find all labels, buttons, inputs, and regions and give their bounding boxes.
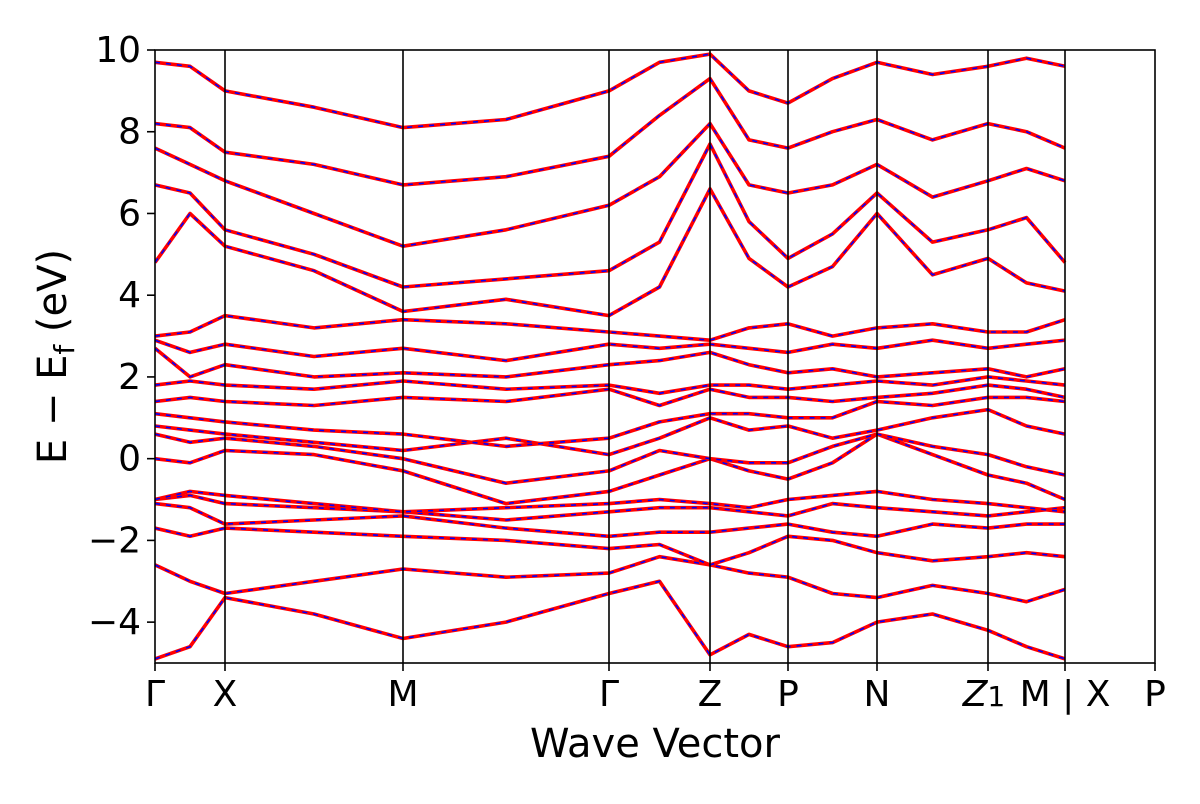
- band-0-dashed-line: [155, 580, 1066, 660]
- x-tick-label-0: Γ: [145, 674, 165, 715]
- y-axis-title-unit: (eV): [30, 249, 76, 345]
- x-ticks: Γ X M Γ Z P N Z1 M | X P: [145, 663, 1166, 715]
- y-tick-label-1: 8: [118, 112, 141, 153]
- x-tick-label-1: X: [213, 674, 238, 715]
- x-tick-label-8: M | X: [1020, 674, 1111, 715]
- y-tick-label-2: 6: [118, 193, 141, 234]
- y-axis-title-sub: f: [48, 344, 81, 355]
- x-tick-label-7: Z1: [962, 674, 1006, 715]
- band-19-line: [155, 52, 1066, 130]
- bands-layer: [155, 52, 1067, 661]
- y-tick-label-6: −2: [88, 520, 141, 561]
- x-tick-label-2: M: [387, 674, 418, 715]
- y-tick-label-0: 10: [95, 30, 141, 71]
- y-ticks: 10 8 6 4 2 0 −2 −4: [88, 30, 155, 643]
- band-15-dashed-line: [155, 187, 1066, 317]
- band-6-dashed-line: [155, 433, 1066, 505]
- x-tick-label-6: N: [864, 674, 891, 715]
- y-tick-label-4: 2: [118, 357, 141, 398]
- y-tick-label-7: −4: [88, 602, 141, 643]
- band-8-dashed-line: [155, 408, 1066, 456]
- band-14-line: [155, 313, 1066, 342]
- y-tick-label-5: 0: [118, 439, 141, 480]
- y-tick-label-3: 4: [118, 275, 141, 316]
- band-15-line: [155, 187, 1066, 318]
- kpoint-lines: [224, 50, 1066, 663]
- band-18-dashed-line: [155, 77, 1066, 186]
- band-17-line: [155, 121, 1066, 248]
- y-axis-title: E − Ef (eV): [30, 249, 81, 464]
- band-12-dashed-line: [155, 347, 1066, 378]
- x-tick-label-9: P: [1144, 674, 1166, 715]
- band-13-line: [155, 338, 1066, 363]
- band-3-dashed-line: [155, 502, 1065, 538]
- x-axis-title: Wave Vector: [530, 721, 781, 767]
- band-16-dashed-line: [155, 142, 1066, 288]
- band-19-dashed-line: [155, 53, 1066, 129]
- plot-frame: [154, 49, 1156, 664]
- band-17-dashed-line: [155, 122, 1066, 248]
- x-tick-label-4: Z: [698, 674, 723, 715]
- band-1-dashed-line: [155, 555, 1066, 603]
- band-9-dashed-line: [155, 396, 1066, 448]
- band-0-line: [155, 579, 1066, 661]
- band-14-dashed-line: [155, 314, 1066, 342]
- x-tick-label-3: Γ: [599, 674, 619, 715]
- band-8-line: [155, 407, 1066, 457]
- band-5-line: [155, 489, 1066, 514]
- x-tick-label-5: P: [777, 674, 799, 715]
- y-axis-title-main: E − E: [30, 355, 76, 465]
- band-2-line: [155, 526, 1066, 567]
- band-18-line: [155, 76, 1066, 187]
